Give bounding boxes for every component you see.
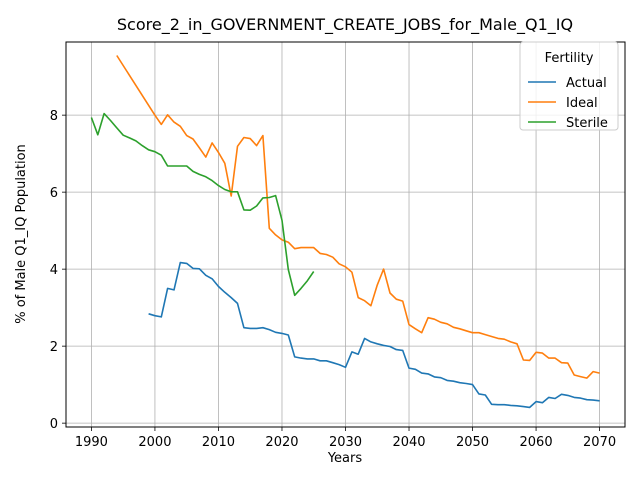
x-tick-label: 2070 [583,435,616,450]
legend-label-sterile: Sterile [566,116,608,131]
x-axis-label: Years [327,451,363,466]
legend-title: Fertility [545,51,594,66]
legend-label-actual: Actual [566,76,607,91]
x-tick-label: 2040 [392,435,425,450]
y-axis-ticks: 0 2 4 6 8 [50,109,66,432]
x-tick-label: 2020 [265,435,298,450]
y-tick-label: 0 [50,417,58,432]
y-tick-label: 4 [50,263,58,278]
series-line-sterile [90,112,315,297]
x-axis-ticks: 1990 2000 2010 2020 2030 2040 2050 2060 2070 [75,427,616,450]
x-tick-label: 2010 [202,435,235,450]
series-line-actual [148,261,600,409]
legend-items: Actual Ideal Sterile [528,76,608,131]
x-tick-label: 2060 [520,435,553,450]
chart-title: Score_2_in_GOVERNMENT_CREATE_JOBS_for_Ma… [117,15,573,35]
y-tick-label: 8 [50,109,58,124]
x-tick-label: 2050 [456,435,489,450]
legend-box [519,41,619,131]
series-line-ideal [116,55,600,379]
x-tick-label: 2030 [329,435,362,450]
legend-label-ideal: Ideal [566,96,598,111]
legend: Fertility Actual Ideal Sterile [519,41,619,131]
x-tick-label: 2000 [138,435,171,450]
series-layer [90,55,600,409]
y-tick-label: 6 [50,186,58,201]
x-tick-label: 1990 [75,435,108,450]
y-axis-label: % of Male Q1_IQ Population [14,144,29,324]
y-tick-label: 2 [50,340,58,355]
